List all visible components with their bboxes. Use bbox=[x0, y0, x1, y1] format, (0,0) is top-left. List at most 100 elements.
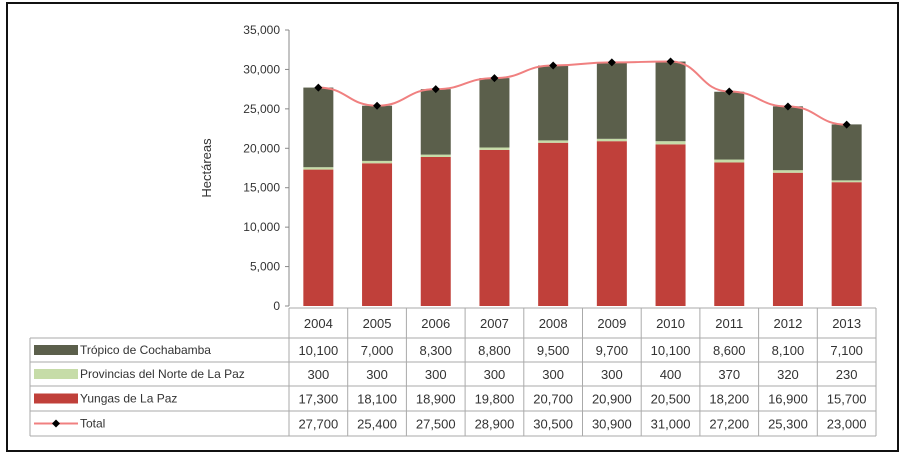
bar-yungas-de-la-paz-2004 bbox=[303, 169, 334, 306]
x-tick-label: 2008 bbox=[539, 316, 568, 331]
table-cell: 18,100 bbox=[357, 392, 397, 407]
table-cell: 320 bbox=[777, 367, 799, 382]
table-cell: 300 bbox=[307, 367, 329, 382]
bar-yungas-de-la-paz-2010 bbox=[655, 144, 686, 306]
table-cell: 300 bbox=[542, 367, 564, 382]
legend-label: Yungas de La Paz bbox=[80, 392, 177, 406]
bar-yungas-de-la-paz-2005 bbox=[362, 163, 393, 306]
table-cell: 7,100 bbox=[830, 343, 863, 358]
table-cell: 19,800 bbox=[475, 392, 515, 407]
table-cell: 300 bbox=[425, 367, 447, 382]
bar-tr-pico-de-cochabamba-2007 bbox=[479, 78, 510, 148]
legend-label: Total bbox=[80, 417, 105, 431]
total-marker-2008 bbox=[549, 61, 558, 70]
table-cell: 23,000 bbox=[827, 417, 867, 432]
x-tick-label: 2010 bbox=[656, 316, 685, 331]
table-cell: 300 bbox=[601, 367, 623, 382]
total-marker-2010 bbox=[666, 57, 675, 66]
y-tick-label: 0 bbox=[273, 299, 280, 313]
y-axis-label: Hectáreas bbox=[199, 138, 214, 198]
bar-tr-pico-de-cochabamba-2005 bbox=[362, 105, 393, 161]
total-marker-2005 bbox=[373, 101, 382, 110]
table-cell: 27,700 bbox=[298, 417, 338, 432]
y-tick-label: 25,000 bbox=[243, 102, 280, 116]
x-tick-label: 2012 bbox=[773, 316, 802, 331]
bar-provincias-del-norte-de-la-paz-2009 bbox=[596, 138, 627, 142]
table-cell: 10,100 bbox=[651, 343, 691, 358]
total-marker-2007 bbox=[490, 74, 499, 83]
table-cell: 20,500 bbox=[651, 392, 691, 407]
bar-tr-pico-de-cochabamba-2008 bbox=[538, 65, 569, 141]
table-cell: 400 bbox=[660, 367, 682, 382]
table-cell: 15,700 bbox=[827, 392, 867, 407]
table-cell: 8,800 bbox=[478, 343, 511, 358]
table-cell: 10,100 bbox=[298, 343, 338, 358]
table-cell: 20,900 bbox=[592, 392, 632, 407]
bar-provincias-del-norte-de-la-paz-2012 bbox=[772, 170, 803, 173]
total-marker-2013 bbox=[842, 120, 851, 129]
legend-swatch bbox=[34, 393, 78, 404]
bar-yungas-de-la-paz-2011 bbox=[714, 162, 745, 306]
bar-provincias-del-norte-de-la-paz-2013 bbox=[831, 180, 862, 183]
table-cell: 8,100 bbox=[772, 343, 805, 358]
total-marker-2011 bbox=[725, 87, 734, 96]
y-tick-label: 35,000 bbox=[243, 23, 280, 37]
table-cell: 8,600 bbox=[713, 343, 746, 358]
bar-tr-pico-de-cochabamba-2006 bbox=[420, 89, 451, 155]
table-cell: 16,900 bbox=[768, 392, 808, 407]
table-cell: 17,300 bbox=[298, 392, 338, 407]
table-cell: 300 bbox=[366, 367, 388, 382]
table-cell: 230 bbox=[836, 367, 858, 382]
x-tick-label: 2011 bbox=[715, 316, 743, 331]
bar-provincias-del-norte-de-la-paz-2011 bbox=[714, 159, 745, 163]
x-tick-label: 2004 bbox=[304, 316, 333, 331]
bar-yungas-de-la-paz-2013 bbox=[831, 182, 862, 306]
total-line bbox=[318, 60, 847, 126]
total-marker-2012 bbox=[783, 102, 792, 111]
bar-provincias-del-norte-de-la-paz-2008 bbox=[538, 140, 569, 143]
table-cell: 18,200 bbox=[709, 392, 749, 407]
table-cell: 31,000 bbox=[651, 417, 691, 432]
bar-yungas-de-la-paz-2012 bbox=[772, 172, 803, 306]
total-marker-2006 bbox=[431, 85, 440, 94]
bar-yungas-de-la-paz-2006 bbox=[420, 156, 451, 306]
legend-label: Provincias del Norte de La Paz bbox=[80, 367, 245, 381]
table-cell: 18,900 bbox=[416, 392, 456, 407]
bar-provincias-del-norte-de-la-paz-2006 bbox=[420, 154, 451, 157]
legend-swatch bbox=[34, 369, 78, 379]
bar-tr-pico-de-cochabamba-2004 bbox=[303, 87, 334, 168]
bar-provincias-del-norte-de-la-paz-2005 bbox=[362, 160, 393, 164]
x-tick-label: 2013 bbox=[832, 316, 861, 331]
bar-provincias-del-norte-de-la-paz-2004 bbox=[303, 167, 334, 170]
x-tick-label: 2007 bbox=[480, 316, 509, 331]
y-tick-label: 30,000 bbox=[243, 62, 280, 76]
total-marker-2009 bbox=[607, 58, 616, 67]
legend-label: Trópico de Cochabamba bbox=[80, 343, 211, 357]
bar-tr-pico-de-cochabamba-2011 bbox=[714, 91, 745, 160]
x-tick-label: 2005 bbox=[363, 316, 392, 331]
table-cell: 25,400 bbox=[357, 417, 397, 432]
y-tick-label: 20,000 bbox=[243, 141, 280, 155]
bar-provincias-del-norte-de-la-paz-2010 bbox=[655, 141, 686, 145]
table-cell: 27,200 bbox=[709, 417, 749, 432]
y-tick-label: 15,000 bbox=[243, 181, 280, 195]
table-cell: 300 bbox=[484, 367, 506, 382]
legend-swatch bbox=[34, 345, 78, 355]
table-cell: 30,900 bbox=[592, 417, 632, 432]
table-cell: 7,000 bbox=[361, 343, 394, 358]
table-cell: 27,500 bbox=[416, 417, 456, 432]
legend-marker bbox=[52, 419, 60, 428]
x-tick-label: 2009 bbox=[597, 316, 626, 331]
bar-yungas-de-la-paz-2007 bbox=[479, 149, 510, 306]
table-cell: 9,700 bbox=[596, 343, 629, 358]
bar-provincias-del-norte-de-la-paz-2007 bbox=[479, 147, 510, 150]
bar-yungas-de-la-paz-2008 bbox=[538, 142, 569, 306]
table-cell: 20,700 bbox=[533, 392, 573, 407]
total-marker-2004 bbox=[314, 83, 323, 92]
bar-tr-pico-de-cochabamba-2013 bbox=[831, 124, 862, 181]
bar-tr-pico-de-cochabamba-2010 bbox=[655, 61, 686, 142]
table-cell: 25,300 bbox=[768, 417, 808, 432]
table-cell: 30,500 bbox=[533, 417, 573, 432]
x-tick-label: 2006 bbox=[421, 316, 450, 331]
